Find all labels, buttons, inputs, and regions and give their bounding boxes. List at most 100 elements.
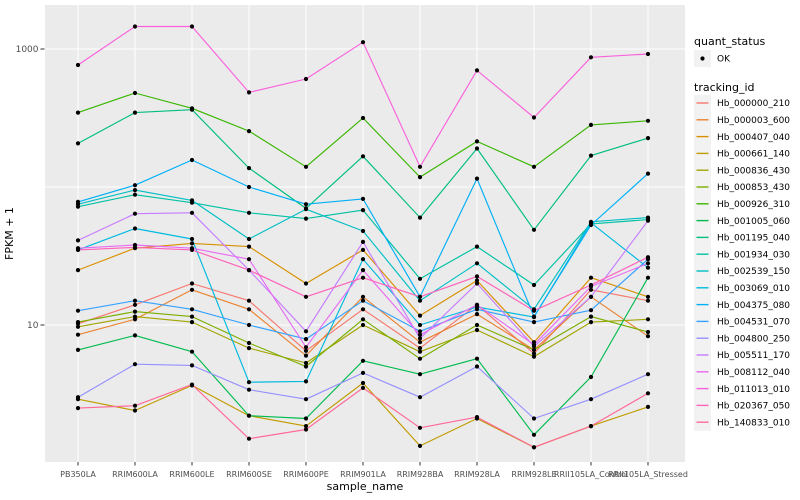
data-point-Hb_004375_080-RRIM600LA — [132, 183, 138, 188]
data-point-Hb_005511_170-RRIM928BA — [417, 336, 423, 341]
data-point-Hb_002539_150-RRIM928BA — [417, 298, 423, 303]
legend-label-Hb_020367_050: Hb_020367_050 — [717, 402, 790, 412]
data-point-Hb_001195_040-RRIM600LE — [189, 107, 195, 112]
data-point-Hb_000836_430-RRIM600LA — [132, 314, 138, 319]
legend-label-Hb_000000_210: Hb_000000_210 — [717, 99, 790, 109]
data-point-Hb_004531_070-RRII105LA_Control — [588, 308, 594, 313]
data-point-Hb_020367_050-PB350LA — [75, 247, 81, 252]
data-point-Hb_001934_030-RRIM928LA — [474, 244, 480, 249]
data-point-Hb_008112_040-RRIM928LA — [474, 302, 480, 307]
data-point-Hb_140833_010-RRIM600LA — [132, 403, 138, 408]
data-point-Hb_140833_010-RRIM928BA — [417, 425, 423, 430]
data-point-Hb_000836_430-RRIM600SE — [246, 346, 252, 351]
data-point-Hb_004800_250-RRIM600LE — [189, 363, 195, 368]
data-point-Hb_011013_010-RRII105LA_Stressed — [645, 51, 651, 57]
data-point-Hb_001005_060-RRIM600SE — [246, 413, 252, 418]
y-axis-title: FPKM + 1 — [3, 207, 16, 260]
legend-tracking-id-title: tracking_id — [694, 81, 755, 94]
data-point-Hb_004531_070-RRIM928LA — [474, 307, 480, 312]
data-point-Hb_004375_080-RRIM901LA — [360, 196, 366, 201]
data-point-Hb_001195_040-RRII105LA_Stressed — [645, 136, 651, 141]
data-point-Hb_000407_040-RRIM600LE — [189, 241, 195, 246]
data-point-Hb_020367_050-RRII105LA_Control — [588, 282, 594, 288]
data-point-Hb_004531_070-RRIM901LA — [360, 298, 366, 303]
data-point-Hb_002539_150-RRIM901LA — [360, 228, 366, 234]
data-point-Hb_011013_010-RRIM901LA — [360, 40, 366, 45]
data-point-Hb_001195_040-RRIM928LE — [531, 227, 537, 232]
data-point-Hb_001005_060-RRIM928LE — [531, 432, 537, 437]
x-tick-label: RRIM600SE — [226, 470, 272, 479]
data-point-Hb_002539_150-RRIM600SE — [246, 236, 252, 242]
data-point-Hb_000407_040-PB350LA — [75, 268, 81, 273]
data-point-Hb_000836_430-RRIM600PE — [303, 360, 309, 366]
data-point-Hb_005511_170-RRIM600LA — [132, 211, 138, 216]
data-point-Hb_000407_040-RRIM928LA — [474, 278, 480, 283]
data-point-Hb_011013_010-RRIM928LE — [531, 115, 537, 120]
legend-label-Hb_000853_430: Hb_000853_430 — [717, 183, 790, 193]
data-point-Hb_000836_430-RRIM928LA — [474, 327, 480, 333]
data-point-Hb_000407_040-RRIM600PE — [303, 281, 309, 286]
data-point-Hb_004375_080-RRIM600SE — [246, 184, 252, 190]
data-point-Hb_000661_140-RRIM928BA — [417, 443, 423, 448]
data-point-Hb_001005_060-RRIM600LE — [189, 349, 195, 354]
legend-label-Hb_011013_010: Hb_011013_010 — [717, 385, 790, 395]
data-point-Hb_020367_050-RRIM600LA — [132, 245, 138, 250]
data-point-Hb_001005_060-RRIM600PE — [303, 416, 309, 421]
data-point-Hb_004800_250-RRII105LA_Control — [588, 397, 594, 402]
x-tick-label: RRIM928BA — [397, 470, 444, 479]
data-point-Hb_011013_010-PB350LA — [75, 62, 81, 68]
data-point-Hb_003069_010-RRIM600LA — [132, 226, 138, 231]
data-point-Hb_003069_010-RRII105LA_Stressed — [645, 265, 651, 270]
data-point-Hb_000926_310-RRIM600PE — [303, 164, 309, 169]
legend-label-Hb_140833_010: Hb_140833_010 — [717, 418, 790, 428]
legend-label-Hb_000407_040: Hb_000407_040 — [717, 133, 790, 143]
data-point-Hb_000003_600-RRII105LA_Stressed — [645, 334, 651, 339]
x-axis-title: sample_name — [327, 480, 404, 493]
data-point-Hb_004800_250-RRIM928BA — [417, 395, 423, 400]
data-point-Hb_000836_430-RRIM901LA — [360, 322, 366, 328]
legend-label-Hb_004375_080: Hb_004375_080 — [717, 301, 790, 311]
data-point-Hb_000000_210-RRIM600SE — [246, 298, 252, 303]
data-point-Hb_001934_030-RRIM928BA — [417, 276, 423, 281]
legend-label-Hb_008112_040: Hb_008112_040 — [717, 368, 790, 378]
data-point-Hb_140833_010-RRIM928LE — [531, 445, 537, 450]
data-point-Hb_140833_010-RRIM600SE — [246, 436, 252, 441]
legend-label-Hb_005511_170: Hb_005511_170 — [717, 351, 790, 361]
data-point-Hb_000407_040-RRIM600SE — [246, 244, 252, 249]
data-point-Hb_000661_140-RRIM600PE — [303, 424, 309, 429]
data-point-Hb_004375_080-RRII105LA_Stressed — [645, 171, 651, 176]
data-point-Hb_000926_310-RRII105LA_Stressed — [645, 118, 651, 123]
data-point-Hb_005511_170-RRIM901LA — [360, 239, 366, 244]
data-point-Hb_004531_070-RRIM928BA — [417, 329, 423, 334]
data-point-Hb_000926_310-RRIM600LA — [132, 90, 138, 96]
data-point-Hb_011013_010-RRIM928LA — [474, 68, 480, 73]
data-point-Hb_000926_310-RRIM928LA — [474, 139, 480, 144]
data-point-Hb_000000_210-RRIM928LE — [531, 351, 537, 356]
data-point-Hb_001005_060-RRIM928BA — [417, 372, 423, 377]
data-point-Hb_004531_070-RRIM600PE — [303, 337, 309, 342]
data-point-Hb_005511_170-RRII105LA_Stressed — [645, 218, 651, 223]
data-point-Hb_002539_150-RRIM600PE — [303, 207, 309, 212]
data-point-Hb_140833_010-RRII105LA_Stressed — [645, 391, 651, 396]
data-point-Hb_001195_040-RRIM928BA — [417, 215, 423, 220]
data-point-Hb_000926_310-RRIM928LE — [531, 164, 537, 169]
data-point-Hb_000836_430-RRIM928LE — [531, 354, 537, 359]
x-tick-label: RRII105LA_Stressed — [608, 470, 688, 479]
data-point-Hb_001005_060-RRIM901LA — [360, 358, 366, 363]
data-point-Hb_140833_010-RRIM901LA — [360, 385, 366, 390]
data-point-Hb_001934_030-RRIM600PE — [303, 216, 309, 221]
data-point-Hb_000926_310-PB350LA — [75, 110, 81, 115]
data-point-Hb_008112_040-RRII105LA_Stressed — [645, 261, 651, 266]
legend-label-Hb_000661_140: Hb_000661_140 — [717, 150, 790, 160]
data-point-Hb_001934_030-RRIM600LA — [132, 192, 138, 197]
x-tick-label: RRIM600LE — [169, 470, 214, 479]
data-point-Hb_000000_210-RRIM901LA — [360, 307, 366, 312]
legend-label-Hb_000836_430: Hb_000836_430 — [717, 166, 790, 176]
y-tick-label: 1000 — [16, 45, 39, 55]
data-point-Hb_008112_040-RRIM928BA — [417, 332, 423, 337]
data-point-Hb_004375_080-RRII105LA_Control — [588, 222, 594, 228]
data-point-Hb_000000_210-RRIM600PE — [303, 348, 309, 353]
data-point-Hb_004800_250-RRII105LA_Stressed — [645, 372, 651, 377]
data-point-Hb_004531_070-RRIM600LA — [132, 298, 138, 303]
